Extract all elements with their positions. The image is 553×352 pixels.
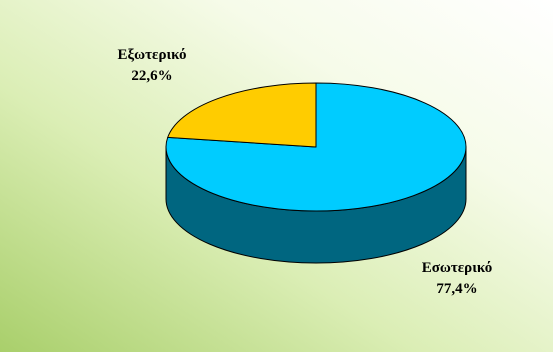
slice-label-external-name: Εξωτερικό (117, 47, 187, 63)
slice-label-external: Εξωτερικό 22,6% (102, 45, 202, 87)
slice-label-internal-value: 77,4% (436, 281, 478, 297)
pie-slice-top-1 (167, 82, 317, 148)
pie-slice-top-0 (165, 82, 467, 212)
slice-label-internal-name: Εσωτερικό (421, 260, 493, 276)
slice-label-internal: Εσωτερικό 77,4% (402, 258, 512, 300)
slice-label-external-value: 22,6% (131, 68, 173, 84)
